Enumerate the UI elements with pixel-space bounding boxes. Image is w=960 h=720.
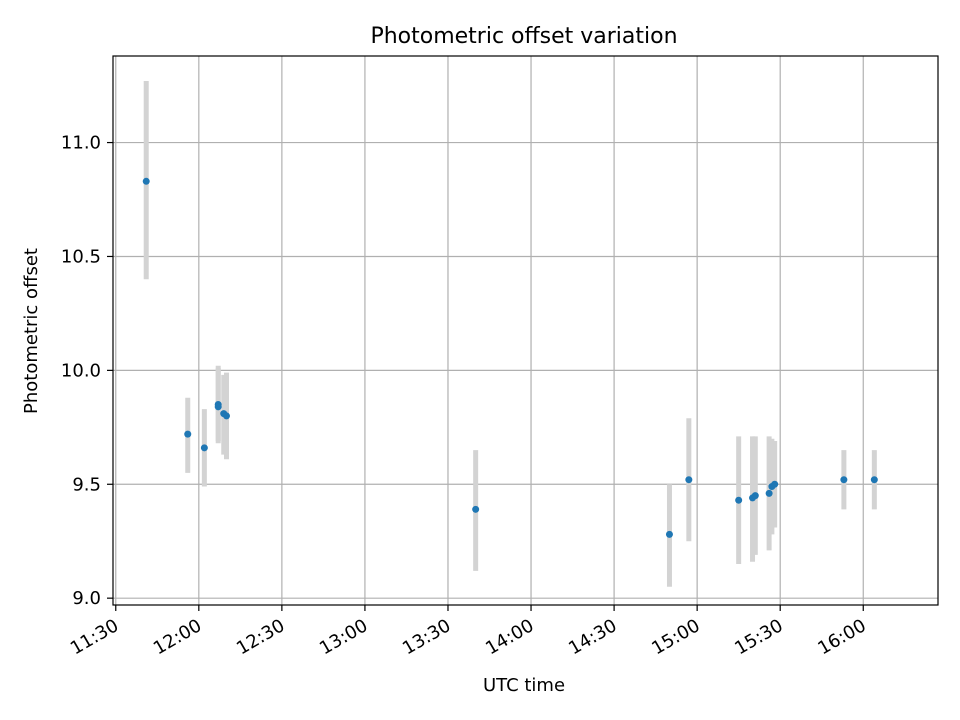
data-point <box>214 403 222 411</box>
plot-frame <box>112 55 939 606</box>
data-point <box>472 505 480 513</box>
data-point <box>685 476 693 484</box>
y-tick-label: 9.5 <box>72 474 101 495</box>
data-point <box>142 177 150 185</box>
y-tick-label: 10.0 <box>61 360 101 381</box>
data-point <box>200 444 208 452</box>
x-tick-label: 14:30 <box>565 615 620 659</box>
x-tick-label: 13:30 <box>399 615 454 659</box>
data-point <box>223 412 231 420</box>
x-tick-label: 13:00 <box>316 615 371 659</box>
data-point <box>735 496 743 504</box>
data-point <box>184 430 192 438</box>
y-tick-label: 9.0 <box>72 588 101 609</box>
grid <box>113 56 938 605</box>
x-tick-label: 14:00 <box>482 615 537 659</box>
data-point <box>870 476 878 484</box>
data-point <box>840 476 848 484</box>
x-tick-label: 11:30 <box>67 615 122 659</box>
data-point <box>771 480 779 488</box>
x-tick-label: 15:00 <box>648 615 703 659</box>
error-bars <box>143 81 877 587</box>
y-tick-label: 11.0 <box>61 133 101 154</box>
axes: 11:30 12:00 12:30 13:00 13:30 14:00 14:30 15:00… <box>61 55 939 659</box>
x-tick-label: 12:30 <box>233 615 288 659</box>
data-points <box>142 177 878 538</box>
y-axis-label: Photometric offset <box>21 248 42 414</box>
data-point <box>765 489 773 497</box>
y-tick-label: 10.5 <box>61 246 101 267</box>
x-tick-label: 15:30 <box>731 615 786 659</box>
chart-title: Photometric offset variation <box>370 24 677 49</box>
x-tick-label: 12:00 <box>150 615 205 659</box>
data-point <box>665 530 673 538</box>
x-tick-label: 16:00 <box>814 615 869 659</box>
x-axis-label: UTC time <box>483 675 565 696</box>
data-point <box>751 492 759 500</box>
